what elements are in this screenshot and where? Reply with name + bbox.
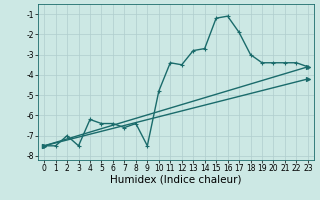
X-axis label: Humidex (Indice chaleur): Humidex (Indice chaleur) [110,175,242,185]
